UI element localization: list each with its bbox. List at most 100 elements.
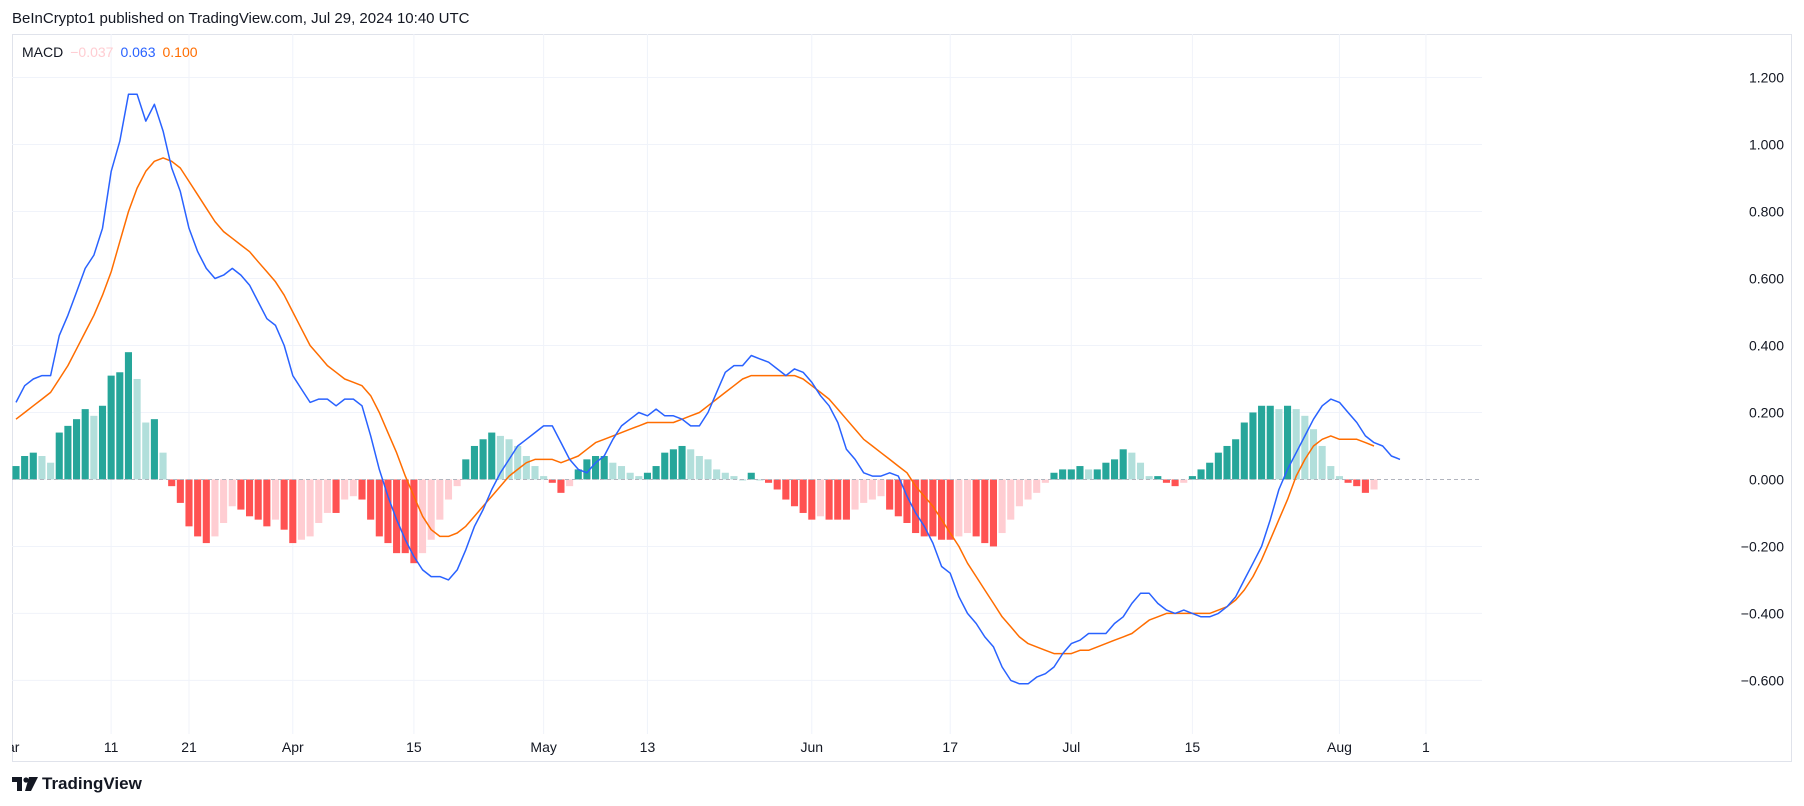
histogram-bar: [237, 479, 245, 510]
histogram-bar: [687, 449, 695, 480]
histogram-bar: [1370, 479, 1378, 490]
histogram-bar: [1076, 466, 1084, 480]
histogram-bar: [1180, 479, 1188, 483]
histogram-bar: [704, 459, 712, 480]
x-tick-label: Apr: [282, 739, 304, 755]
histogram-bar: [1067, 469, 1075, 480]
histogram-bar: [912, 479, 920, 534]
histogram-bar: [453, 479, 461, 487]
histogram-bar: [393, 479, 401, 554]
histogram-bar: [410, 479, 418, 564]
histogram-bar: [1353, 479, 1361, 487]
x-tick-label: May: [530, 739, 556, 755]
histogram-bar: [514, 445, 522, 480]
histogram-bar: [142, 422, 150, 480]
histogram-bar: [436, 479, 444, 520]
histogram-bar: [21, 456, 29, 480]
histogram-bar: [1275, 409, 1283, 480]
histogram-bar: [1284, 405, 1292, 480]
histogram-bar: [920, 479, 928, 537]
histogram-bar: [894, 479, 902, 517]
histogram-bar: [254, 479, 262, 520]
histogram-bar: [1007, 479, 1015, 520]
histogram-bar: [790, 479, 799, 507]
histogram-bar: [444, 479, 453, 500]
histogram-bar: [1145, 476, 1153, 480]
histogram-bar: [401, 479, 409, 554]
histogram-bar: [1128, 452, 1136, 480]
histogram-bar: [64, 425, 72, 480]
histogram-bar: [1240, 422, 1248, 480]
histogram-bar: [1266, 405, 1274, 480]
x-tick-label: Jun: [801, 739, 824, 755]
histogram-bar: [462, 459, 470, 480]
histogram-bar: [929, 479, 937, 537]
histogram-bar: [886, 479, 894, 510]
histogram-bar: [566, 479, 574, 487]
histogram-bar: [600, 456, 608, 480]
histogram-bar: [341, 479, 349, 500]
histogram-bar: [194, 479, 202, 537]
histogram-bar: [626, 472, 634, 480]
macd-legend: MACD −0.037 0.063 0.100: [22, 44, 198, 60]
y-tick-label: 0.600: [1749, 270, 1784, 286]
x-tick-label: Aug: [1327, 739, 1352, 755]
histogram-bar: [617, 466, 626, 480]
legend-signal-value: 0.100: [162, 44, 198, 60]
histogram-bar: [609, 462, 617, 480]
histogram-bar: [176, 479, 184, 503]
histogram-bar: [73, 419, 81, 480]
histogram-bar: [834, 479, 842, 520]
histogram-bar: [816, 479, 824, 517]
histogram-bar: [531, 466, 539, 480]
histogram-bar: [1223, 445, 1231, 480]
histogram-bar: [661, 452, 669, 480]
histogram-bar: [747, 472, 755, 480]
y-tick-label: −0.600: [1741, 672, 1784, 688]
histogram-bar: [1206, 462, 1214, 480]
x-tick-label: 13: [640, 739, 656, 755]
histogram-bar: [107, 375, 115, 480]
tradingview-logo-icon: [12, 777, 38, 791]
histogram-bar: [150, 419, 158, 480]
y-tick-label: 0.000: [1749, 471, 1784, 487]
histogram-bar: [315, 479, 323, 523]
histogram-bar: [1102, 462, 1110, 480]
histogram-bar: [1024, 479, 1032, 500]
x-tick-label: 17: [942, 739, 958, 755]
histogram-bar: [773, 479, 781, 490]
histogram-bar: [29, 452, 37, 480]
histogram-bar: [470, 445, 478, 480]
histogram-bar: [1327, 466, 1335, 480]
histogram-bar: [1344, 479, 1352, 483]
histogram-bar: [592, 456, 600, 480]
histogram-bar: [116, 372, 124, 480]
histogram-bar: [652, 466, 660, 480]
tradingview-logo[interactable]: TradingView: [12, 774, 142, 794]
histogram-bar: [47, 462, 55, 480]
histogram-bar: [90, 415, 98, 480]
histogram-bar: [263, 479, 271, 527]
histogram-bar: [955, 479, 963, 537]
macd-line: [15, 93, 1401, 685]
histogram-bar: [721, 472, 729, 480]
histogram-bar: [1258, 405, 1266, 480]
x-tick-label: Mar: [12, 739, 20, 755]
histogram-bar: [297, 479, 305, 540]
histogram-bar: [1197, 469, 1205, 480]
histogram-bar: [1301, 415, 1309, 480]
histogram-bar: [799, 479, 807, 513]
macd-chart[interactable]: 1.200 1.000 0.800 0.600 0.400 0.200 0.000 −0.20…: [12, 34, 1792, 762]
histogram-bar: [159, 452, 167, 480]
x-tick-label: 15: [406, 739, 422, 755]
histogram-bar: [583, 459, 591, 480]
histogram-bar: [877, 479, 885, 497]
histogram-bar: [1111, 459, 1119, 480]
histogram-bar: [946, 479, 954, 540]
histogram-bar: [1119, 449, 1127, 480]
histogram-bar: [635, 476, 643, 480]
histogram-bar: [185, 479, 193, 527]
histogram-bar: [289, 479, 297, 544]
y-tick-label: 0.200: [1749, 404, 1784, 420]
histogram-bar: [938, 479, 946, 540]
